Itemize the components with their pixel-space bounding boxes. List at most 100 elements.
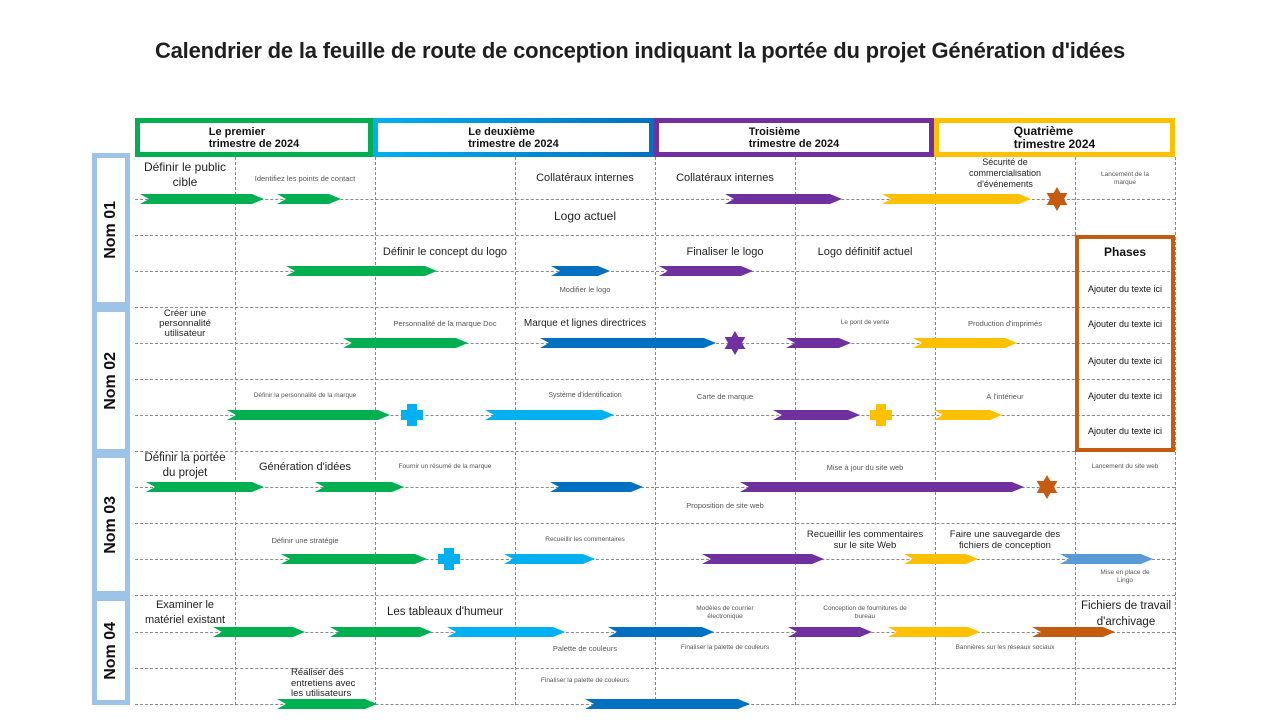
task-label: À l'intérieur	[986, 392, 1024, 401]
quarter-q4-line2: trimestre 2024	[1013, 136, 1096, 151]
name-label-text: Nom 01	[102, 201, 119, 259]
task-label: Sécurité de commercialisation d'événemen…	[968, 157, 1042, 189]
phase-item: Ajouter du texte ici	[1087, 426, 1163, 436]
name-label-text: Nom 04	[102, 621, 119, 680]
task-label: Recueillir les commentaires	[545, 536, 625, 543]
quarter-header-q3: Troisième trimestre de 2024	[654, 118, 934, 157]
quarter-q3-line1: Troisième	[748, 125, 801, 138]
star-milestone-icon	[1046, 187, 1068, 211]
task-label: Collatéraux internes	[536, 172, 634, 184]
task-label: Finaliser la palette de couleurs	[540, 677, 630, 684]
timeline-bar	[146, 482, 264, 492]
grid-vline	[235, 157, 236, 705]
timeline-bar	[277, 194, 341, 204]
grid-hline	[135, 451, 1175, 452]
task-label: Définir la portée du projet	[144, 452, 226, 479]
timeline-bar	[1060, 554, 1153, 564]
task-label: Bannières sur les réseaux sociaux	[955, 644, 1055, 651]
task-label: Définir une stratégie	[271, 536, 339, 545]
phase-item: Ajouter du texte ici	[1087, 319, 1163, 329]
phase-item: Ajouter du texte ici	[1087, 391, 1163, 401]
timeline-bar	[608, 627, 714, 637]
timeline-bar	[551, 266, 610, 276]
quarter-q4-line1: Quatrième	[1013, 123, 1074, 138]
task-label: Réaliser des entretiens avec les utilisa…	[291, 667, 356, 699]
task-label: Conception de fournitures de bureau	[823, 605, 907, 620]
timeline-bar	[585, 699, 750, 709]
timeline-bar	[286, 266, 437, 276]
name-label-text: Nom 03	[102, 495, 119, 554]
task-label: Le pont de vente	[840, 319, 890, 326]
timeline-bar	[786, 338, 851, 348]
grid-hline	[135, 559, 1175, 560]
grid-hline	[135, 595, 1175, 596]
grid-hline	[135, 235, 1175, 236]
grid-vline	[375, 157, 376, 705]
task-label: Fournir un résumé de la marque	[398, 463, 492, 470]
task-label: Lancement du site web	[1091, 463, 1159, 470]
task-label: Mise à jour du site web	[826, 463, 904, 472]
grid-hline	[135, 199, 1175, 200]
cross-milestone-icon	[401, 404, 423, 426]
quarter-q3-line2: trimestre de 2024	[748, 137, 840, 150]
task-label: Identifiez les points de contact	[254, 174, 356, 183]
star-milestone-icon	[724, 331, 746, 355]
task-label: Examiner le matériel existant	[144, 599, 226, 626]
quarter-q2-line2: trimestre de 2024	[468, 137, 559, 150]
grid-vline	[1175, 157, 1176, 705]
task-label: Génération d'idées	[259, 461, 351, 473]
timeline-bar	[504, 554, 595, 564]
task-label: Finaliser la palette de couleurs	[680, 644, 770, 651]
task-label: Carte de marque	[696, 392, 754, 401]
grid-vline	[515, 157, 516, 705]
timeline-bar	[913, 338, 1017, 348]
name-label-nom-01: Nom 01	[92, 153, 130, 307]
name-label-text: Nom 02	[102, 351, 119, 410]
grid-hline	[135, 523, 1175, 524]
task-label: Modèles de courrier électronique	[696, 605, 754, 620]
timeline-bar	[888, 627, 980, 637]
star-milestone-icon	[1036, 475, 1058, 499]
timeline-bar	[447, 627, 565, 637]
grid-vline	[935, 157, 936, 705]
quarter-header-q4: Quatrième trimestre 2024	[934, 118, 1175, 157]
grid-hline	[135, 415, 1175, 416]
task-label: Mise en place de Lingo	[1100, 569, 1150, 584]
task-label: Faire une sauvegarde des fichiers de con…	[949, 529, 1061, 551]
timeline-bar	[725, 194, 842, 204]
task-label: Palette de couleurs	[552, 644, 618, 653]
timeline-bar	[485, 410, 614, 420]
task-label: Définir le public cible	[143, 160, 227, 189]
quarter-q1-line2: trimestre de 2024	[208, 137, 300, 150]
task-label: Lancement de la marque	[1100, 171, 1150, 186]
timeline-bar	[540, 338, 716, 348]
timeline-bar	[882, 194, 1031, 204]
task-label: Définir la personnalité de la marque	[253, 392, 357, 399]
page-title: Calendrier de la feuille de route de con…	[154, 38, 1126, 63]
task-label: Personnalité de la marque Doc	[393, 319, 497, 328]
timeline-bar	[773, 410, 860, 420]
quarter-header-q2: Le deuxième trimestre de 2024	[373, 118, 654, 157]
timeline-bar	[1032, 627, 1115, 637]
cross-milestone-icon	[438, 548, 460, 570]
task-label: Créer une personnalité utilisateur	[159, 308, 211, 339]
quarter-header-q1: Le premier trimestre de 2024	[135, 118, 373, 157]
task-label: Recueillir les commentaires sur le site …	[806, 529, 924, 551]
task-label: Proposition de site web	[686, 501, 764, 510]
timeline-bar	[934, 410, 1002, 420]
timeline-bar	[550, 482, 643, 492]
task-label: Production d'imprimés	[968, 319, 1042, 328]
grid-hline	[135, 379, 1175, 380]
quarter-q2-line1: Le deuxième	[468, 125, 535, 138]
phase-item: Ajouter du texte ici	[1087, 356, 1163, 366]
task-label: Collatéraux internes	[676, 172, 774, 184]
timeline-bar	[740, 482, 1024, 492]
timeline-bar	[904, 554, 978, 564]
quarter-q1-line1: Le premier	[208, 125, 265, 138]
grid-vline	[655, 157, 656, 705]
cross-milestone-icon	[870, 404, 892, 426]
name-label-nom-03: Nom 03	[92, 453, 130, 596]
task-label: Système d'identification	[548, 392, 622, 399]
timeline-bar	[277, 699, 377, 709]
timeline-bar	[227, 410, 390, 420]
